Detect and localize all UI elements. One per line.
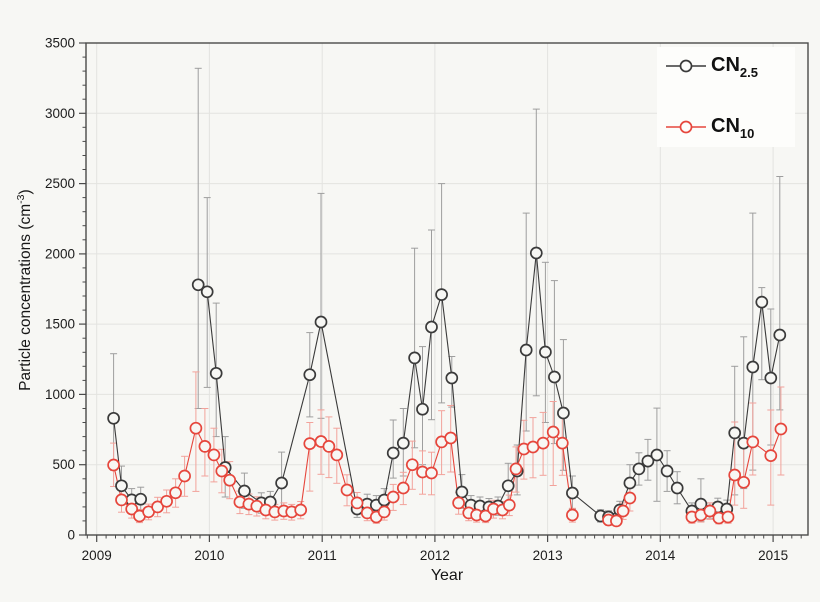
svg-text:1000: 1000 <box>45 387 75 402</box>
x-axis-ticks: 2009 2010 2011 2012 2013 2014 2015 <box>82 535 802 563</box>
series-markers-CN10 <box>107 421 788 528</box>
svg-text:2015: 2015 <box>758 548 788 563</box>
svg-text:3500: 3500 <box>45 36 75 51</box>
svg-text:2012: 2012 <box>420 548 450 563</box>
svg-text:2000: 2000 <box>45 246 75 261</box>
y-axis-title-text: Particle concentrations (cm <box>17 203 35 391</box>
legend-box <box>657 47 795 147</box>
svg-text:2014: 2014 <box>645 548 676 563</box>
x-axis-title: Year <box>430 567 464 584</box>
svg-text:2500: 2500 <box>45 176 75 191</box>
y-axis-title: Particle concentrations (cm-3) <box>15 160 35 420</box>
svg-text:3000: 3000 <box>45 106 75 121</box>
svg-text:2010: 2010 <box>194 548 224 563</box>
svg-text:500: 500 <box>52 457 75 472</box>
svg-text:2009: 2009 <box>82 548 112 563</box>
y-axis-ticks: 0 500 1000 1500 2000 2500 3000 3500 <box>45 36 86 543</box>
y-axis-title-superscript: -3 <box>14 194 27 204</box>
svg-text:0: 0 <box>67 528 75 543</box>
y-axis-title-close: ) <box>17 189 35 195</box>
svg-text:2013: 2013 <box>533 548 563 563</box>
svg-text:1500: 1500 <box>45 317 75 332</box>
error-bars-CN10 <box>110 371 785 527</box>
plot-frame <box>85 42 809 536</box>
svg-text:2011: 2011 <box>308 548 337 563</box>
